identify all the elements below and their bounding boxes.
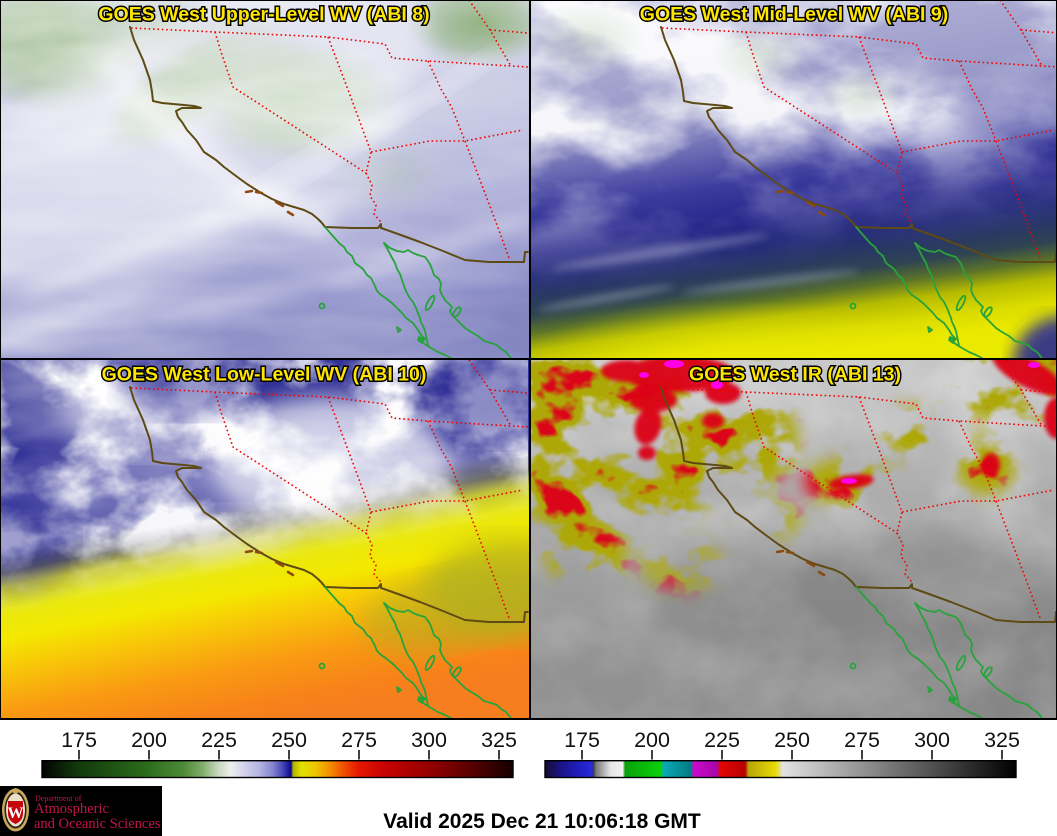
svg-text:325: 325: [984, 728, 1020, 752]
svg-text:Atmospheric: Atmospheric: [34, 801, 109, 817]
svg-text:175: 175: [61, 728, 97, 752]
svg-text:325: 325: [481, 728, 517, 752]
svg-text:GOES West IR (ABI 13): GOES West IR (ABI 13): [689, 364, 901, 386]
svg-text:225: 225: [201, 728, 237, 752]
svg-text:W: W: [8, 805, 24, 822]
svg-text:225: 225: [704, 728, 740, 752]
svg-text:175: 175: [564, 728, 600, 752]
svg-text:and Oceanic Sciences: and Oceanic Sciences: [34, 816, 161, 832]
svg-text:Valid 2025 Dec 21 10:06:18 GMT: Valid 2025 Dec 21 10:06:18 GMT: [383, 810, 701, 833]
svg-text:275: 275: [844, 728, 880, 752]
svg-text:250: 250: [774, 728, 810, 752]
svg-text:GOES West Low-Level WV (ABI 10: GOES West Low-Level WV (ABI 10): [102, 364, 427, 386]
svg-text:300: 300: [914, 728, 950, 752]
svg-text:GOES West Mid-Level WV (ABI 9): GOES West Mid-Level WV (ABI 9): [640, 4, 948, 26]
svg-text:275: 275: [341, 728, 377, 752]
svg-text:250: 250: [271, 728, 307, 752]
svg-text:200: 200: [634, 728, 670, 752]
svg-text:GOES West Upper-Level WV (ABI: GOES West Upper-Level WV (ABI 8): [98, 4, 429, 26]
svg-text:300: 300: [411, 728, 447, 752]
svg-text:Department of: Department of: [35, 794, 82, 803]
svg-text:200: 200: [131, 728, 167, 752]
